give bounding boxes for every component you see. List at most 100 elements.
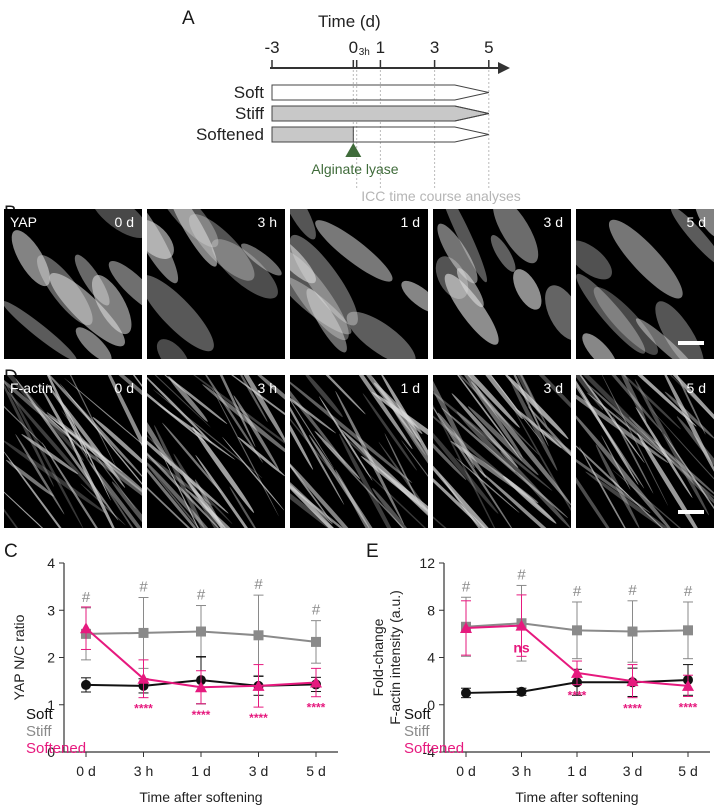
actin-fiber xyxy=(433,402,516,528)
actin-fiber xyxy=(371,392,428,460)
actin-fiber xyxy=(173,453,247,528)
actin-fiber xyxy=(64,378,142,463)
actin-fiber xyxy=(89,462,142,528)
micrograph-texture xyxy=(290,375,428,528)
actin-fiber xyxy=(467,406,539,476)
actin-fiber xyxy=(147,375,206,443)
significance-hash: # xyxy=(312,602,321,619)
panel-e-letter: E xyxy=(366,541,379,562)
actin-fiber xyxy=(290,395,339,481)
cell-body xyxy=(211,239,278,299)
actin-fiber xyxy=(147,403,172,467)
actin-fiber xyxy=(104,375,142,422)
actin-fiber xyxy=(290,448,367,528)
actin-fiber xyxy=(36,405,95,460)
timeline-bar-fill xyxy=(271,105,489,122)
actin-fiber xyxy=(451,393,519,468)
actin-fiber xyxy=(147,459,229,528)
actin-fiber xyxy=(576,375,645,489)
micrograph-tile: 1 d xyxy=(290,209,428,359)
significance-stars: ns xyxy=(513,639,530,655)
actin-fiber xyxy=(576,375,663,432)
actin-fiber xyxy=(508,376,558,471)
x-tick-label: 1 d xyxy=(191,763,210,779)
actin-fiber xyxy=(229,486,262,528)
actin-fiber xyxy=(362,393,417,471)
micrograph-tile: 0 d F-actin xyxy=(4,375,142,528)
actin-fiber xyxy=(576,409,678,528)
timeline-axis-title: Time (d) xyxy=(318,12,381,31)
timepoint-label: 0 d xyxy=(114,380,134,396)
data-point xyxy=(138,627,149,638)
x-axis-label: Time after softening xyxy=(515,789,638,805)
cell-body xyxy=(576,273,646,354)
factin-image-row: 0 d F-actin 3 h 1 d 3 d 5 d xyxy=(4,375,716,528)
cell-body xyxy=(11,230,51,287)
significance-hash: # xyxy=(628,582,637,599)
actin-fiber xyxy=(4,375,47,448)
legend-entry: Soft xyxy=(404,706,432,723)
actin-fiber xyxy=(300,375,366,415)
actin-fiber xyxy=(586,392,666,458)
y-axis-label: F-actin intensity (a.u.) xyxy=(387,590,403,725)
actin-fiber xyxy=(585,471,694,528)
actin-fiber xyxy=(676,416,714,499)
actin-fiber xyxy=(599,375,669,506)
actin-fiber xyxy=(290,375,335,469)
y-tick-label: 2 xyxy=(47,650,55,666)
y-tick-label: 0 xyxy=(47,744,55,760)
y-axis-label-line1: Fold-change xyxy=(370,618,386,696)
significance-hash: # xyxy=(462,578,471,595)
cell-body xyxy=(576,240,612,280)
timeline-bar-outline xyxy=(271,126,489,143)
actin-fiber xyxy=(482,375,549,447)
data-point xyxy=(627,626,638,637)
timeline-tick-label: -3 xyxy=(264,38,279,57)
timeline-bar-outline xyxy=(271,105,489,122)
actin-fiber xyxy=(154,425,220,528)
micrograph-tile: 5 d xyxy=(576,375,714,528)
data-point xyxy=(572,625,582,636)
cell-body xyxy=(346,311,416,359)
micrograph-tile: 3 d xyxy=(433,209,571,359)
actin-fiber xyxy=(4,377,84,528)
cell-body xyxy=(74,254,110,306)
actin-fiber xyxy=(233,395,280,471)
actin-fiber xyxy=(469,375,523,420)
timepoint-label: 5 d xyxy=(686,214,706,230)
micrograph-texture xyxy=(576,375,714,528)
actin-fiber xyxy=(72,441,142,528)
legend-entry: Stiff xyxy=(404,723,430,740)
actin-fiber xyxy=(637,432,709,528)
legend-entry: Softened xyxy=(404,740,464,757)
x-tick-label: 5 d xyxy=(306,763,325,779)
timepoint-label: 1 d xyxy=(400,380,420,396)
actin-fiber xyxy=(440,375,523,458)
micrograph-texture xyxy=(4,209,142,359)
actin-fiber xyxy=(433,375,520,428)
cell-body xyxy=(188,214,255,281)
data-point xyxy=(461,687,471,698)
actin-fiber xyxy=(661,375,714,479)
cell-body xyxy=(147,209,179,284)
actin-fiber xyxy=(361,456,428,528)
actin-fiber xyxy=(617,375,681,430)
actin-fiber xyxy=(182,475,260,528)
actin-fiber xyxy=(433,375,475,469)
actin-fiber xyxy=(4,375,76,443)
actin-fiber xyxy=(628,416,714,518)
actin-fiber xyxy=(372,487,416,528)
micrograph-tile: 5 d xyxy=(576,209,714,359)
actin-fiber xyxy=(5,459,55,497)
actin-fiber xyxy=(441,375,540,456)
y-tick-label: 4 xyxy=(427,650,435,666)
micrograph-texture xyxy=(576,209,714,359)
cell-body xyxy=(290,234,358,326)
timepoint-label: 3 d xyxy=(543,380,563,396)
actin-fiber xyxy=(152,389,263,478)
cell-body xyxy=(306,288,347,353)
actin-fiber xyxy=(576,442,630,497)
significance-hash: # xyxy=(517,566,526,583)
significance-hash: # xyxy=(82,589,91,606)
micrograph-texture xyxy=(4,375,142,528)
